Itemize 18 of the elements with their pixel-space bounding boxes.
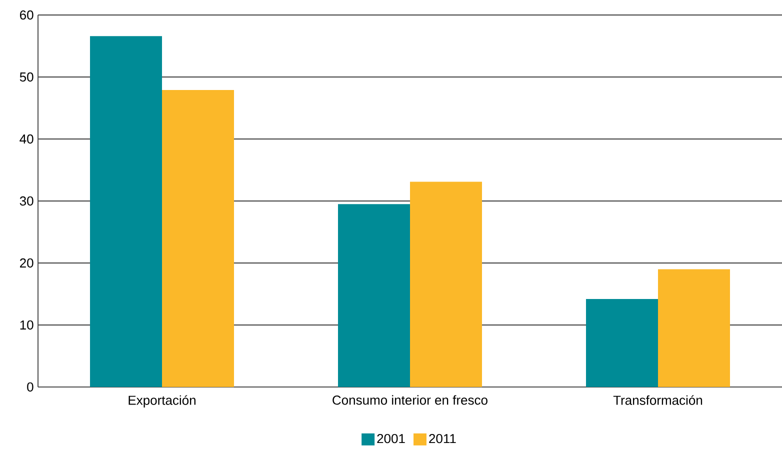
x-tick-label: Exportación xyxy=(128,395,196,408)
x-tick-label: Transformación xyxy=(613,395,702,405)
x-tick-label: Consumo interior en fresco xyxy=(332,395,488,405)
bar xyxy=(162,90,234,387)
bar xyxy=(586,298,658,387)
legend-label: 2001 xyxy=(377,434,405,444)
y-tick-label: 40 xyxy=(20,134,34,144)
bar xyxy=(90,36,162,387)
y-tick-label: 30 xyxy=(20,196,34,206)
y-tick-label: 0 xyxy=(27,382,34,392)
y-tick-label: 50 xyxy=(20,72,34,82)
bar xyxy=(658,269,730,387)
y-tick-label: 60 xyxy=(20,10,34,20)
y-tick-label: 10 xyxy=(20,320,34,330)
bar xyxy=(338,204,410,387)
bar xyxy=(410,182,482,387)
legend-label: 2011 xyxy=(429,434,456,444)
y-tick-label: 20 xyxy=(20,258,34,268)
